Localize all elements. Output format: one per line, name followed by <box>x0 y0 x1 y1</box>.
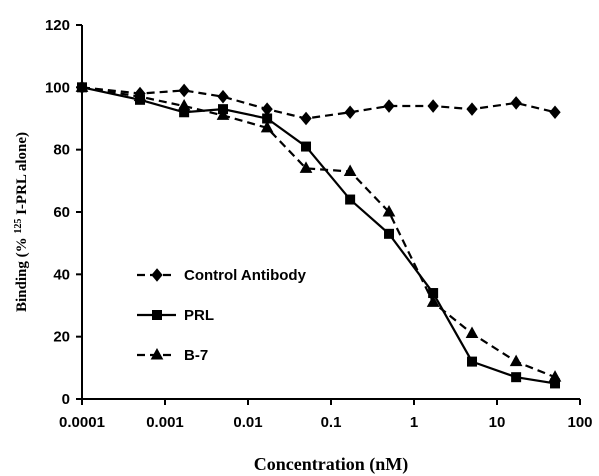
series-line-control-antibody <box>81 86 556 120</box>
data-point-control-antibody <box>510 96 522 110</box>
y-axis-title-superscript: 125 <box>13 219 24 234</box>
data-point-b-7 <box>343 164 357 176</box>
x-tick-label: 10 <box>489 414 506 431</box>
data-point-prl <box>384 228 395 239</box>
data-point-b-7 <box>75 80 89 92</box>
series-line-prl <box>81 86 556 385</box>
x-tick-label: 0.001 <box>146 414 184 431</box>
data-point-b-7 <box>177 98 191 111</box>
data-point-b-7 <box>426 295 440 307</box>
series-layer <box>75 80 562 389</box>
legend-marker-control-antibody <box>151 268 163 282</box>
data-point-b-7 <box>133 89 147 102</box>
series-line-b-7 <box>81 86 556 379</box>
data-point-control-antibody <box>344 105 356 120</box>
x-axis-title: Concentration (nM) <box>254 454 408 475</box>
data-point-control-antibody <box>217 89 229 104</box>
data-point-control-antibody <box>300 111 312 126</box>
data-point-control-antibody <box>178 83 190 98</box>
y-axis-title: Binding (% 125 I-PRL alone) <box>13 132 31 312</box>
y-tick-label: 60 <box>53 204 70 221</box>
legend-marker-prl <box>152 310 162 320</box>
x-tick-label: 1 <box>410 414 418 431</box>
x-tick-label: 0.01 <box>233 414 262 431</box>
legend-label-control-antibody: Control Antibody <box>184 267 307 284</box>
data-point-b-7 <box>509 354 523 367</box>
y-ticks: 0 20 40 60 80 100 120 <box>45 17 82 408</box>
y-tick-label: 120 <box>45 17 70 34</box>
data-point-prl <box>301 141 312 152</box>
data-point-b-7 <box>260 120 274 133</box>
y-tick-label: 80 <box>53 142 70 159</box>
data-point-prl <box>467 356 478 367</box>
legend-label-prl: PRL <box>184 307 214 324</box>
x-ticks: 0.0001 0.001 0.01 0.1 1 10 100 <box>59 399 593 431</box>
series-b-7 <box>75 80 562 382</box>
data-point-b-7 <box>299 161 313 173</box>
data-point-prl <box>511 372 522 383</box>
legend-label-b-7: B-7 <box>184 347 208 364</box>
data-point-control-antibody <box>261 102 273 116</box>
y-axis-title-suffix: I-PRL alone) <box>14 132 30 215</box>
data-point-b-7 <box>465 326 479 339</box>
legend: Control Antibody PRL B-7 <box>137 267 307 364</box>
y-tick-label: 40 <box>53 266 70 283</box>
axes <box>81 25 580 400</box>
data-point-b-7 <box>382 204 396 217</box>
y-tick-label: 20 <box>53 329 70 346</box>
y-axis-title-prefix: Binding (% <box>14 234 30 312</box>
y-tick-label: 100 <box>45 79 70 96</box>
data-point-b-7 <box>548 370 562 382</box>
data-point-control-antibody <box>427 99 439 113</box>
x-tick-label: 0.0001 <box>59 414 105 431</box>
series-prl <box>77 82 561 389</box>
x-tick-label: 100 <box>567 414 592 431</box>
data-point-control-antibody <box>549 105 561 120</box>
data-point-control-antibody <box>466 102 478 116</box>
data-point-control-antibody <box>383 99 395 113</box>
x-tick-label: 0.1 <box>321 414 342 431</box>
data-point-prl <box>345 194 356 205</box>
y-tick-label: 0 <box>62 391 70 408</box>
data-point-b-7 <box>216 108 230 120</box>
legend-marker-b-7 <box>150 347 164 360</box>
